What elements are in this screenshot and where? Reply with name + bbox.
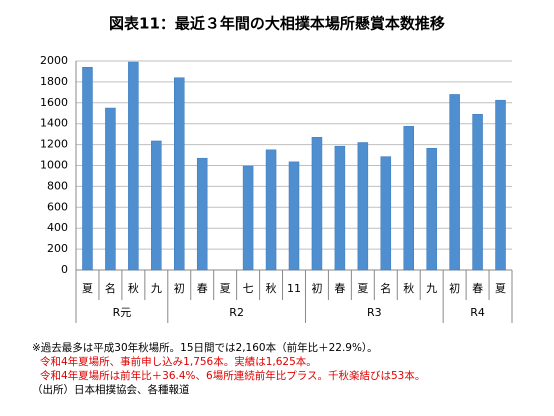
group-label: R元 [113,306,132,319]
x-tick-label: 夏 [495,282,506,295]
bar [288,161,300,271]
bar [174,77,185,271]
x-tick-label: 初 [311,281,322,295]
y-tick-label: 600 [47,200,68,213]
y-tick-label: 400 [47,221,68,234]
group-label: R2 [229,306,244,319]
bar [128,61,139,271]
x-tick-label: 名 [380,281,391,295]
x-tick-label: 九 [426,282,437,295]
y-tick-label: 200 [47,242,68,255]
x-tick-label: 秋 [403,281,414,295]
group-label: R3 [367,306,382,319]
x-tick-label: 11 [287,282,301,295]
bar [242,165,254,271]
chart-title: 図表11：最近３年間の大相撲本場所懸賞本数推移 [109,15,445,33]
bar [151,140,162,271]
x-tick-label: 名 [105,281,116,295]
bar [265,149,277,271]
bar [334,145,346,271]
x-tick-label: 初 [449,281,460,295]
y-tick-label: 2000 [40,54,68,67]
y-tick-label: 1600 [40,96,68,109]
y-tick-label: 1000 [40,159,68,172]
y-tick-label: 1400 [40,117,68,130]
bar [426,148,437,271]
x-tick-label: 秋 [128,281,139,295]
bar [311,137,323,271]
bar [105,107,116,271]
x-tick-label: 夏 [82,282,93,295]
y-tick-label: 1800 [40,75,68,88]
bar [357,142,369,271]
note: 令和4年夏場所は前年比＋36.4%、6場所連続前年比プラス。千秋楽結びは53本。 [40,369,425,382]
bar [196,157,208,271]
bar [82,67,93,271]
x-tick-label: 九 [151,282,162,295]
bar [403,126,414,271]
x-tick-label: 春 [334,282,345,295]
x-tick-label: 夏 [357,282,368,295]
group-label: R4 [470,306,485,319]
y-tick-label: 800 [47,179,68,192]
bar [449,94,460,271]
x-tick-label: 夏 [220,282,231,295]
bar [380,156,392,271]
x-tick-label: 七 [243,282,254,295]
bar [495,99,506,271]
x-tick-label: 春 [197,282,208,295]
note: （出所）日本相撲協会、各種報道 [32,383,190,396]
y-tick-label: 1200 [40,138,68,151]
x-tick-label: 春 [472,282,483,295]
x-tick-label: 初 [174,281,185,295]
note: ※過去最多は平成30年秋場所。15日間では2,160本（前年比＋22.9%）。 [32,341,378,354]
note: 令和4年夏場所、事前申し込み1,756本。実績は1,625本。 [40,355,317,368]
bar [472,114,483,271]
y-tick-label: 0 [61,263,68,276]
x-tick-label: 秋 [266,281,277,295]
